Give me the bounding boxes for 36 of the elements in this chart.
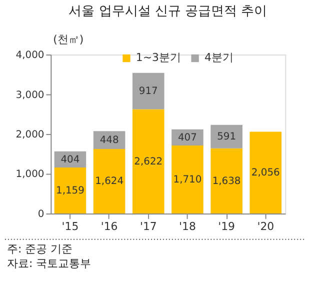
x-tick-label: '15 [62,220,79,233]
data-label: 1,159 [56,185,84,196]
data-label: 404 [60,154,80,166]
data-label: 917 [138,86,158,98]
bar [93,148,126,214]
data-label: 407 [178,132,197,144]
bar [250,132,282,214]
y-tick-label: 1,000 [16,169,44,180]
data-label: 1,710 [173,174,202,186]
data-label: 1,624 [95,176,124,188]
bar [172,146,204,214]
y-tick-label: 3,000 [16,90,44,101]
data-label: 448 [100,135,119,146]
x-tick-label: '17 [140,220,157,233]
data-label: 2,622 [134,156,163,168]
bar [54,167,86,214]
y-tick-label: 4,000 [16,50,44,62]
y-tick-label: 2,000 [16,129,44,140]
bar [132,109,164,214]
legend-label: 4분기 [204,51,234,64]
legend-label: 1~3분기 [136,51,181,64]
text: 자료: 국토교통부 [6,257,92,270]
data-label: 2,056 [251,168,280,179]
bar [132,72,164,110]
bar [210,148,242,214]
x-tick-label: '20 [257,220,274,233]
bar [210,124,242,148]
x-tick-label: '16 [100,220,118,233]
data-label: 1,638 [212,176,241,187]
y-tick-label: 0 [38,208,44,220]
text: 주: 준공 기준 [6,242,73,256]
chart-title: 서울 업무시설 신규 공급면적 추이 [68,4,268,19]
x-tick-label: '19 [218,220,236,233]
y-axis-title: (천㎡) [53,33,84,46]
x-tick-label: '18 [179,220,196,233]
data-label: 591 [217,132,236,143]
